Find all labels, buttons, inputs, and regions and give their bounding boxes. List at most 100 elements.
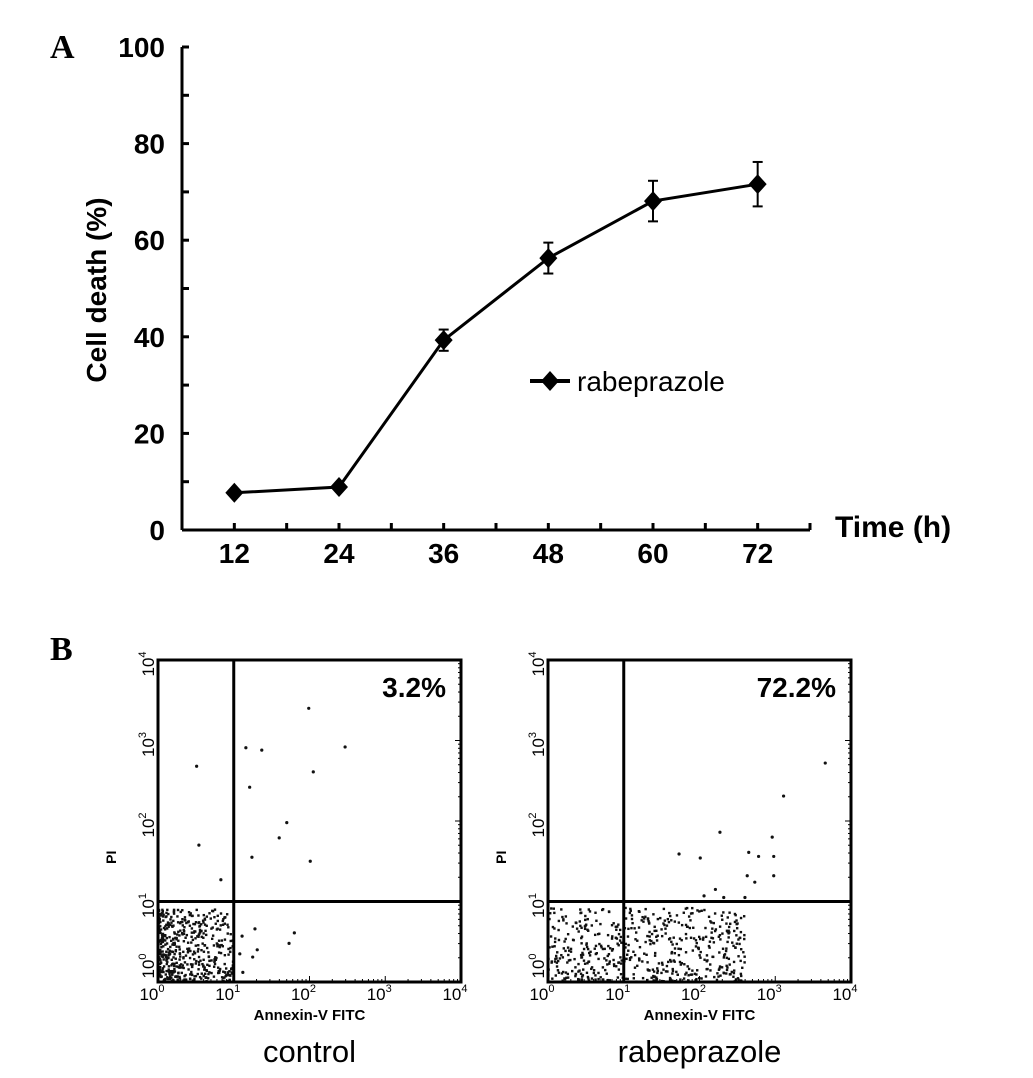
event-dot (178, 922, 182, 925)
event-dot (680, 938, 683, 942)
x-tick-label: 102 (291, 983, 316, 1004)
event-dot (229, 946, 232, 950)
flow-plot-control: 1001001011011021021031031041043.2%Annexi… (103, 651, 468, 1069)
event-dot (181, 909, 184, 912)
event-dot (164, 953, 167, 957)
event-dot (728, 911, 731, 914)
event-dot (188, 956, 192, 960)
event-dot (176, 933, 179, 936)
event-dot (691, 906, 694, 910)
y-tick-label: 102 (137, 812, 158, 837)
event-dot (637, 926, 641, 929)
event-dot (170, 950, 173, 953)
event-dot (162, 965, 166, 968)
event-dot (180, 963, 183, 966)
event-dot (617, 968, 621, 971)
y-tick-label: 103 (527, 732, 548, 757)
event-dot (166, 960, 169, 964)
event-dot (617, 932, 621, 936)
event-dot (733, 920, 737, 924)
event-dot (196, 935, 199, 938)
event-dot (556, 959, 560, 963)
event-dot (172, 912, 176, 915)
event-dot (208, 959, 211, 963)
event-dot (619, 935, 623, 939)
event-dot (722, 956, 726, 959)
event-dot (199, 930, 202, 934)
event-dot (178, 934, 181, 937)
event-dot (185, 933, 189, 937)
event-dot (706, 959, 709, 962)
event-dot (164, 943, 167, 946)
event-dot (729, 922, 732, 925)
event-dot (657, 962, 661, 965)
event-dot (203, 944, 207, 947)
event-dot (590, 977, 594, 980)
event-dot (170, 921, 173, 924)
event-dot (574, 974, 577, 978)
event-dot (710, 936, 713, 940)
event-dot (676, 973, 679, 976)
event-dot (728, 963, 731, 966)
x-tick-label: 100 (529, 983, 554, 1004)
event-dot (704, 926, 707, 930)
event-dot (167, 977, 171, 980)
event-dot (627, 949, 630, 952)
event-dot (667, 938, 671, 941)
event-dot (698, 910, 701, 913)
event-dot (624, 977, 628, 980)
event-dot (579, 972, 583, 975)
event-dot (195, 959, 198, 963)
event-dot (161, 915, 165, 918)
event-dot (166, 927, 169, 930)
y-tick-label: 100 (527, 953, 548, 978)
y-tick-label: 104 (527, 651, 548, 676)
y-tick-exponent: 4 (527, 651, 539, 657)
event-dot (176, 921, 180, 924)
event-dot (227, 947, 230, 951)
event-dot (173, 952, 176, 956)
event-dot (620, 941, 623, 944)
panel-label-b: B (50, 631, 73, 668)
event-dot (182, 940, 186, 943)
event-dot (733, 912, 737, 916)
event-dot (168, 972, 171, 976)
event-dot (610, 949, 614, 952)
event-dot (647, 921, 651, 925)
event-dot (726, 916, 729, 919)
event-dot (219, 924, 222, 927)
event-dot (177, 972, 180, 975)
event-dot (614, 936, 618, 939)
event-dot (736, 977, 740, 980)
event-dot (648, 939, 651, 942)
event-dot (202, 958, 205, 962)
data-point-diamond (434, 330, 453, 351)
event-dot (198, 924, 202, 928)
event-dot (555, 965, 559, 968)
event-dot (181, 920, 184, 924)
event-dot (582, 968, 585, 971)
event-dot (585, 945, 589, 949)
event-dot (222, 918, 225, 921)
event-dot (612, 964, 616, 968)
event-dot (608, 979, 612, 982)
event-dot (648, 935, 651, 938)
event-dot (611, 947, 615, 951)
event-dot (587, 951, 591, 955)
event-dot (626, 953, 629, 956)
event-dot (712, 921, 715, 925)
event-dot (202, 950, 206, 953)
event-dot (644, 940, 647, 944)
event-dot (684, 973, 687, 976)
event-dot (186, 951, 190, 954)
event-dot (194, 944, 198, 947)
event-dot (164, 977, 167, 981)
y-axis-title: PI (493, 851, 509, 864)
event-dot (728, 973, 732, 976)
event-dot (727, 929, 730, 933)
event-dot (174, 975, 177, 978)
event-dot (179, 929, 182, 932)
event-dot (167, 968, 170, 971)
event-dot (599, 944, 603, 948)
event-dot (725, 972, 728, 975)
